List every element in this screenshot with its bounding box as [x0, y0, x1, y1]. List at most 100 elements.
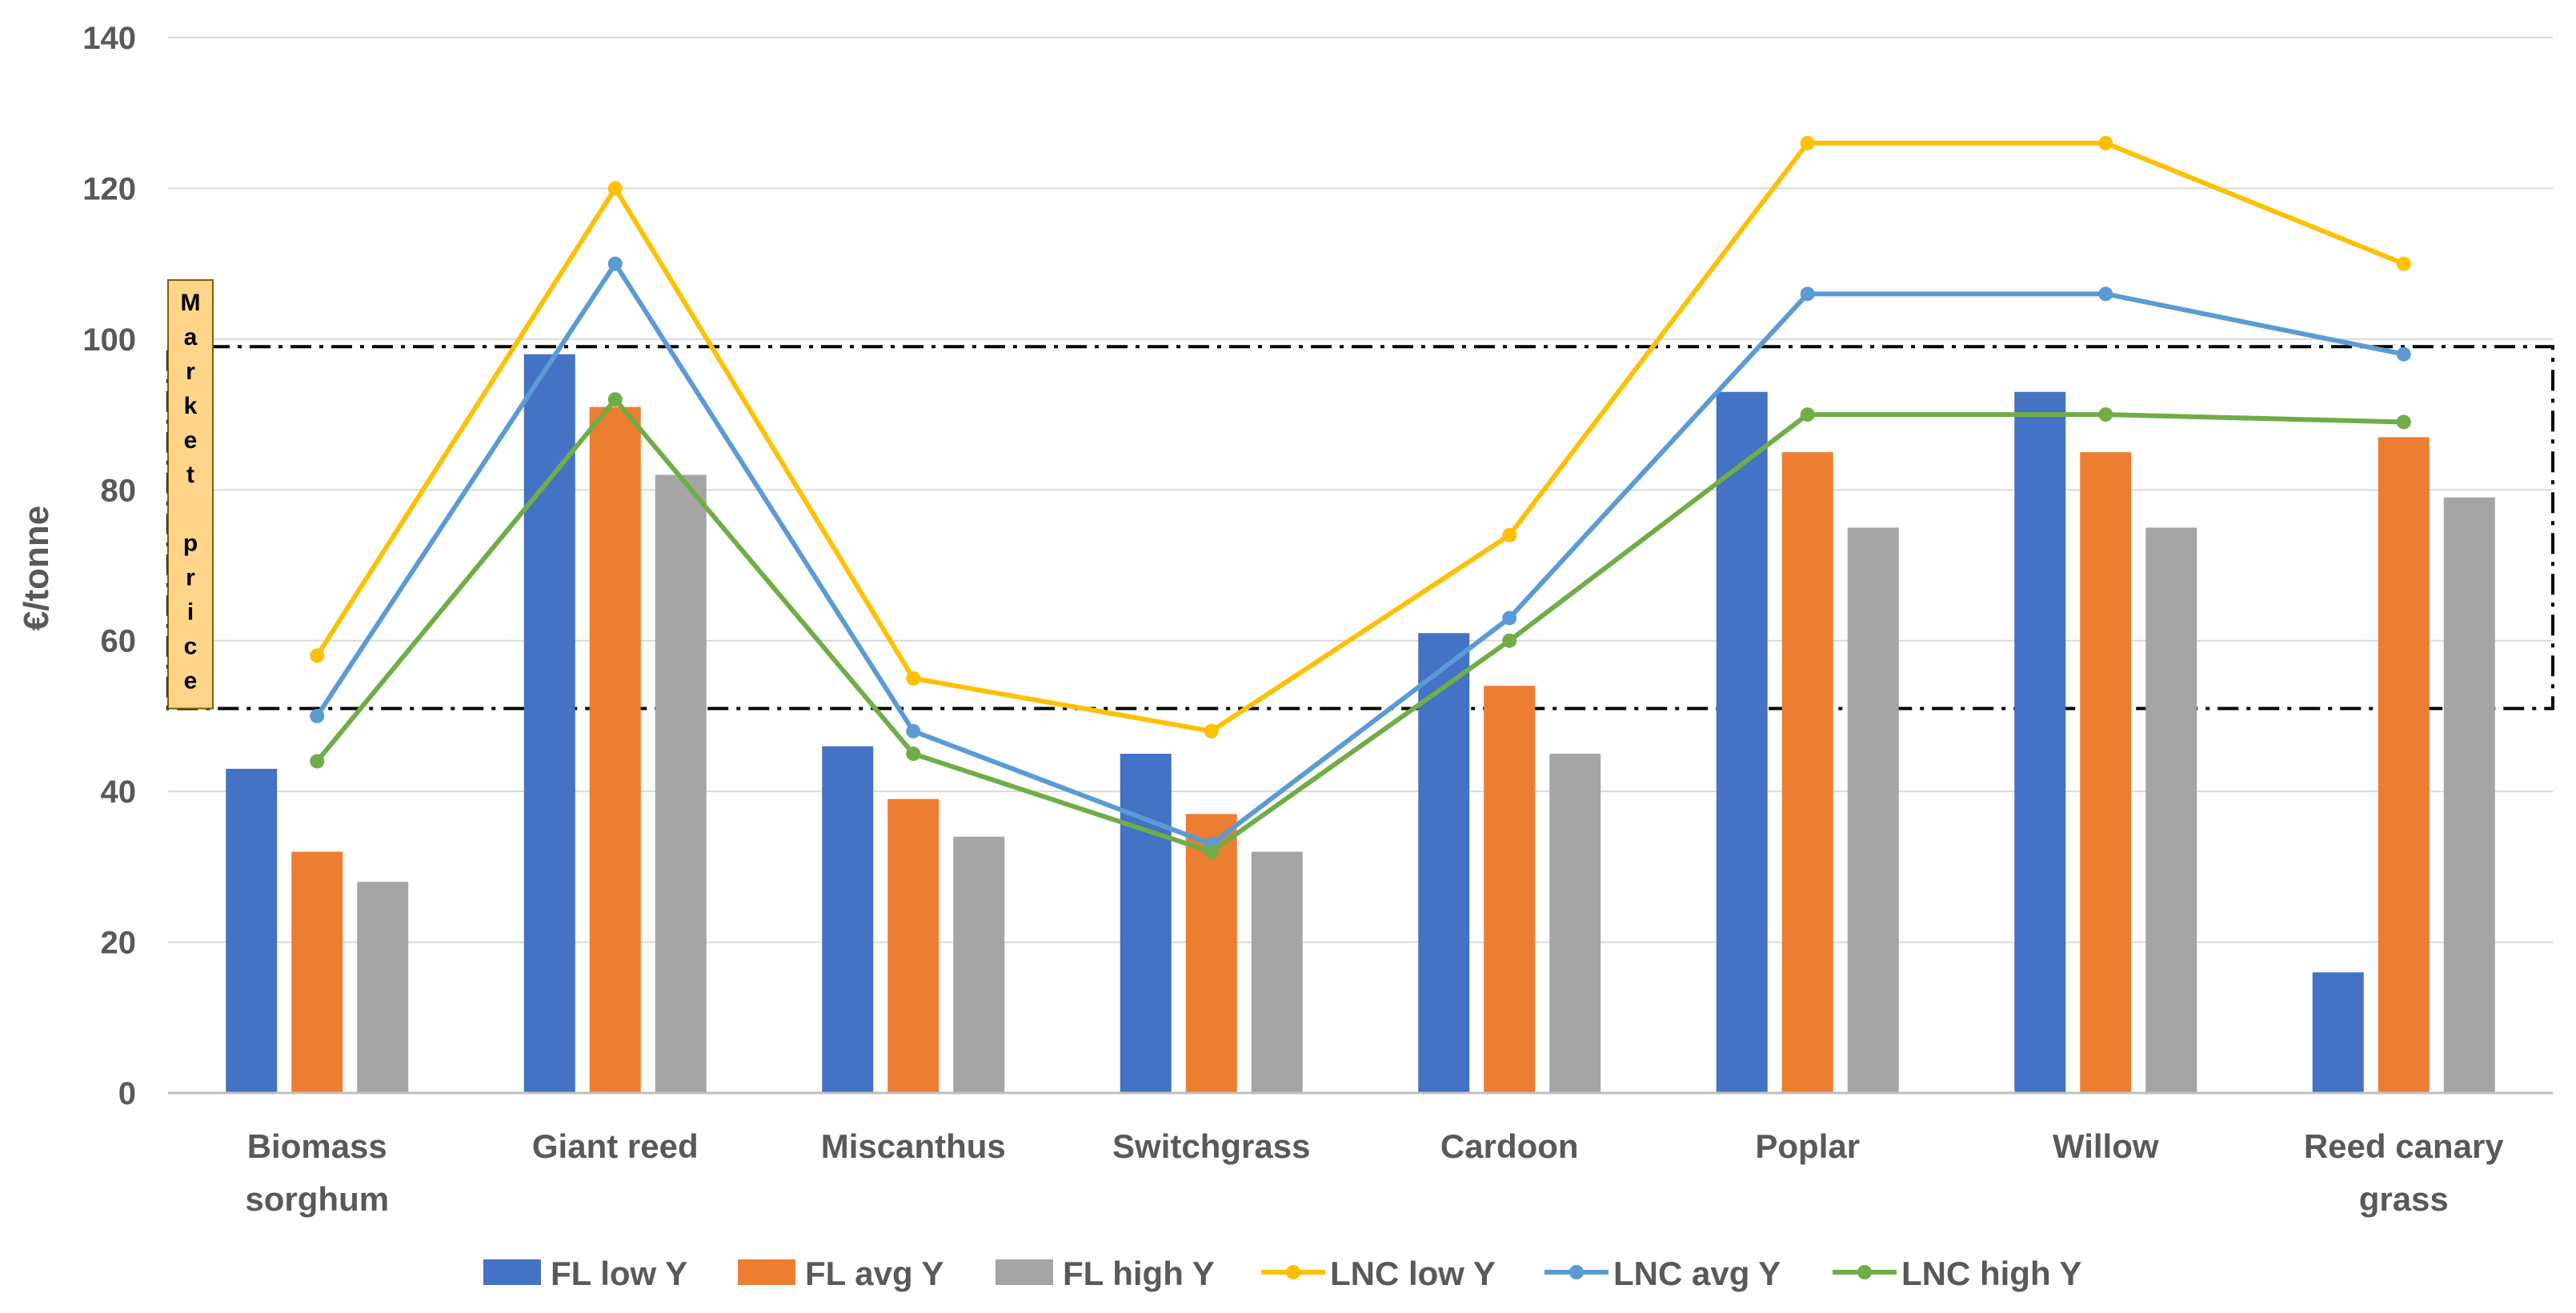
point-lnc-avg-y: [607, 256, 623, 271]
bar-fl-high-y: [2443, 497, 2495, 1093]
point-lnc-high-y: [607, 392, 623, 407]
y-tick-label: 80: [101, 473, 137, 508]
legend-label-lnc-avg-y: LNC avg Y: [1613, 1255, 1781, 1292]
bar-fl-low-y: [2312, 972, 2364, 1093]
point-lnc-avg-y: [906, 723, 921, 739]
market-price-letter: c: [184, 634, 198, 660]
y-tick-label: 100: [82, 322, 136, 358]
market-price-letter: t: [186, 462, 194, 488]
point-lnc-low-y: [1800, 135, 1815, 150]
point-lnc-low-y: [2098, 135, 2113, 150]
x-tick-label: Willow: [2053, 1127, 2159, 1165]
y-tick-label: 60: [101, 624, 137, 659]
legend-label-fl-avg-y: FL avg Y: [805, 1255, 944, 1292]
point-lnc-avg-y: [1800, 286, 1815, 302]
point-lnc-low-y: [2396, 256, 2411, 271]
y-tick-label: 40: [101, 775, 137, 810]
bar-fl-avg-y: [887, 799, 939, 1093]
line-series: [310, 135, 2411, 859]
market-price-letter: r: [186, 565, 195, 591]
market-price-letter: r: [186, 358, 195, 385]
x-tick-label: Giant reed: [532, 1127, 699, 1165]
bar-fl-avg-y: [291, 851, 343, 1093]
point-lnc-high-y: [1800, 407, 1815, 422]
bar-fl-high-y: [953, 836, 1005, 1093]
y-tick-label: 20: [101, 926, 137, 961]
point-lnc-avg-y: [1502, 610, 1517, 626]
market-price-letter: i: [187, 599, 194, 626]
y-tick-label: 140: [82, 21, 136, 56]
legend-swatch-fl-avg-y: [738, 1259, 795, 1285]
bar-fl-high-y: [655, 474, 707, 1093]
point-lnc-high-y: [2098, 407, 2113, 422]
x-tick-label: Cardoon: [1440, 1127, 1579, 1165]
bar-fl-low-y: [1716, 391, 1768, 1093]
legend-label-fl-low-y: FL low Y: [551, 1255, 687, 1292]
bar-fl-low-y: [226, 768, 278, 1093]
point-lnc-low-y: [906, 671, 921, 686]
market-price-letter: a: [184, 324, 198, 350]
market-price-letter: k: [184, 393, 198, 419]
bar-fl-low-y: [1120, 754, 1172, 1093]
point-lnc-low-y: [310, 648, 325, 663]
x-tick-label: Switchgrass: [1112, 1127, 1310, 1165]
y-tick-label: 0: [118, 1076, 136, 1111]
legend-label-lnc-low-y: LNC low Y: [1330, 1255, 1496, 1292]
legend-swatch-fl-high-y: [996, 1259, 1053, 1285]
x-tick-label: Miscanthus: [821, 1127, 1006, 1165]
legend-marker-lnc-avg-y: [1569, 1265, 1584, 1279]
point-lnc-avg-y: [310, 708, 325, 723]
legend-swatch-fl-low-y: [483, 1259, 541, 1285]
category-labels: Biomass sorghum Giant reed Miscanthus Switch…: [245, 1127, 2504, 1218]
point-lnc-high-y: [310, 754, 325, 769]
line-lnc-high-y: [314, 397, 2404, 855]
point-lnc-low-y: [1204, 723, 1219, 739]
line-lnc-low-y: [314, 140, 2405, 734]
market-price-letter: p: [183, 530, 198, 557]
point-lnc-avg-y: [2098, 286, 2113, 302]
point-lnc-high-y: [1502, 633, 1517, 648]
x-tick-label: Biomass: [247, 1127, 387, 1165]
y-tick-label: 120: [82, 171, 136, 206]
x-tick-label: Reed canary: [2304, 1127, 2504, 1165]
legend: FL low Y FL avg Y FL high Y LNC low Y LNC av…: [483, 1255, 2082, 1292]
bar-series: [226, 354, 2495, 1093]
bar-fl-high-y: [1549, 754, 1601, 1093]
bar-fl-avg-y: [589, 406, 641, 1093]
point-lnc-avg-y: [2396, 346, 2411, 362]
y-tick-labels: 0 20 40 60 80 100 120 140: [82, 21, 136, 1111]
bar-fl-high-y: [1847, 527, 1899, 1093]
market-price-letter: e: [184, 427, 198, 454]
bar-fl-avg-y: [1484, 686, 1536, 1093]
point-lnc-high-y: [1204, 844, 1219, 859]
bar-fl-low-y: [523, 354, 575, 1093]
market-price-letter: e: [184, 668, 198, 695]
point-lnc-high-y: [906, 747, 921, 762]
bar-fl-avg-y: [1781, 452, 1833, 1093]
x-tick-label: sorghum: [245, 1180, 389, 1218]
bar-fl-low-y: [1418, 633, 1470, 1093]
market-price-letter: M: [181, 290, 201, 316]
bar-fl-avg-y: [2080, 452, 2132, 1093]
bar-fl-low-y: [822, 746, 874, 1093]
market-price-label-box: [167, 279, 214, 710]
bar-fl-low-y: [2014, 391, 2066, 1093]
line-lnc-avg-y: [314, 261, 2405, 847]
x-tick-label: Poplar: [1755, 1127, 1860, 1165]
point-lnc-low-y: [1502, 527, 1517, 542]
point-lnc-low-y: [607, 181, 623, 196]
bar-fl-avg-y: [2378, 437, 2430, 1093]
legend-marker-lnc-high-y: [1857, 1265, 1872, 1279]
point-lnc-high-y: [2396, 414, 2411, 430]
bar-fl-high-y: [357, 882, 409, 1093]
legend-label-lnc-high-y: LNC high Y: [1901, 1255, 2082, 1292]
x-tick-label: grass: [2359, 1180, 2449, 1218]
bar-fl-high-y: [2145, 527, 2197, 1093]
bar-fl-avg-y: [1185, 814, 1237, 1093]
bar-fl-high-y: [1251, 851, 1303, 1093]
legend-marker-lnc-low-y: [1286, 1265, 1300, 1279]
legend-label-fl-high-y: FL high Y: [1063, 1255, 1215, 1292]
y-axis-title: €/tonne: [17, 506, 56, 630]
